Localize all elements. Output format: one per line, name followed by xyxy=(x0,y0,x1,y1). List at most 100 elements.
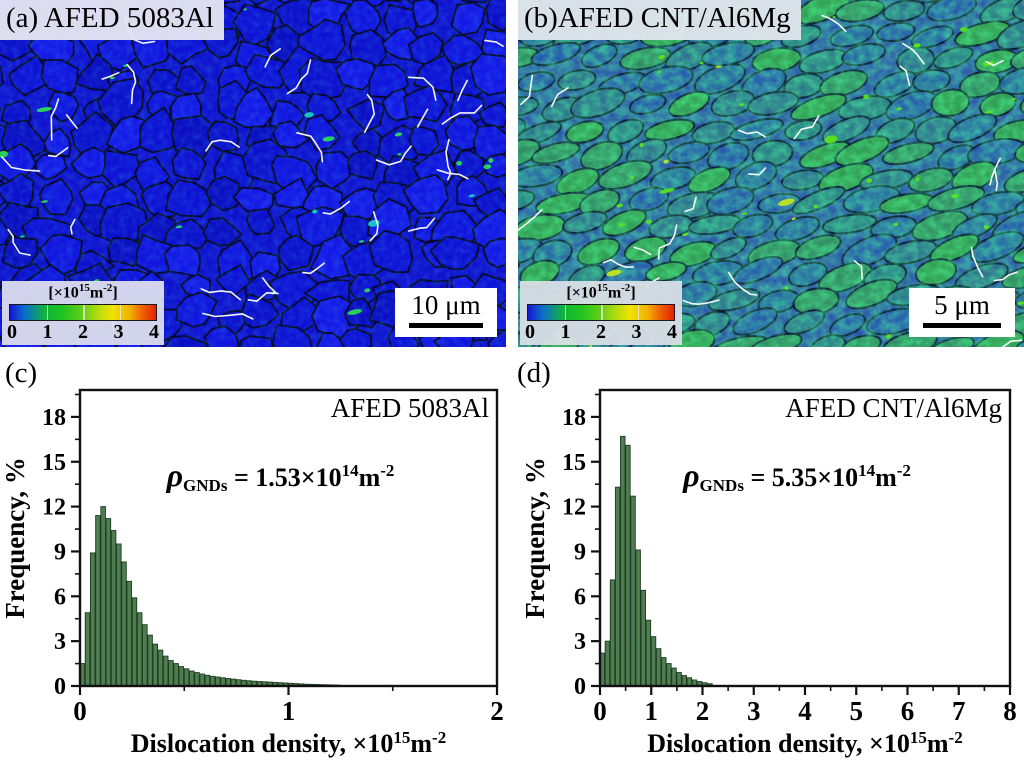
dislocation-hotspot xyxy=(322,136,335,142)
y-tick-label: 6 xyxy=(54,584,66,610)
histogram-bar xyxy=(614,486,621,687)
low-angle-boundary xyxy=(1000,339,1023,347)
dislocation-hotspot xyxy=(312,209,318,214)
histogram-bar xyxy=(655,648,662,687)
low-angle-boundary xyxy=(261,277,277,293)
histogram-bar xyxy=(168,660,174,687)
colorbar-tick: 2 xyxy=(78,321,88,343)
histogram-bar xyxy=(105,518,112,687)
scalebar-line xyxy=(923,323,1001,328)
y-tick-label: 3 xyxy=(574,629,586,655)
low-angle-boundary xyxy=(902,42,925,65)
x-tick-label: 3 xyxy=(747,696,761,726)
y-tick-label: 12 xyxy=(562,495,586,521)
dislocation-hotspot xyxy=(109,76,115,80)
dislocation-hotspot xyxy=(364,288,371,293)
low-angle-boundary xyxy=(126,63,137,105)
dislocation-hotspot xyxy=(347,309,362,315)
x-tick-label: 6 xyxy=(901,696,915,726)
dislocation-hotspot xyxy=(36,107,52,112)
histogram-bar xyxy=(640,589,646,687)
panel-a-scalebar: 10 μm xyxy=(395,287,497,337)
histogram-bar xyxy=(194,672,200,687)
low-angle-boundary xyxy=(200,288,242,301)
low-angle-boundary xyxy=(682,299,720,305)
low-angle-boundary xyxy=(441,104,483,125)
dislocation-hotspot xyxy=(699,61,704,65)
histogram-bar xyxy=(645,619,652,687)
histogram-bar xyxy=(178,666,185,687)
colorbar-tick: 2 xyxy=(596,321,606,343)
dislocation-hotspot xyxy=(791,217,796,221)
colorbar-tick: 3 xyxy=(113,321,124,343)
histogram-bar xyxy=(126,580,132,687)
scalebar-line xyxy=(409,323,483,328)
histogram-bar xyxy=(100,506,106,687)
histogram-bar xyxy=(215,676,221,687)
colorbar-tick: 3 xyxy=(631,321,642,343)
dislocation-hotspot xyxy=(657,70,662,73)
histogram-bar xyxy=(666,663,672,687)
histogram-bar xyxy=(147,634,153,687)
dislocation-hotspot xyxy=(616,203,624,208)
low-angle-boundary xyxy=(993,271,1018,282)
y-axis-label: Frequency, % xyxy=(0,457,30,619)
low-angle-boundary xyxy=(416,108,429,128)
colorbar-tick: 0 xyxy=(7,321,17,343)
scalebar-label: 5 μm xyxy=(934,289,990,320)
histogram-bar xyxy=(209,675,216,687)
low-angle-boundary xyxy=(369,211,379,242)
low-angle-boundary xyxy=(899,65,911,87)
histogram-bar xyxy=(661,657,667,687)
histogram-bar xyxy=(95,515,101,687)
colorbar-title-suffix: ] xyxy=(630,284,636,302)
histogram-bar xyxy=(604,640,611,687)
colorbar-tick: 1 xyxy=(42,321,53,343)
low-angle-boundary xyxy=(7,228,31,256)
panel-a-label: (a) AFED 5083Al xyxy=(0,0,224,40)
colorbar-tick: 1 xyxy=(560,321,571,343)
x-tick-label: 0 xyxy=(73,696,87,726)
dislocation-hotspot xyxy=(488,158,494,163)
y-tick-label: 0 xyxy=(574,674,586,700)
colorbar-title-unit: m xyxy=(89,284,104,302)
dislocation-hotspot xyxy=(659,188,675,194)
y-axis-label: Frequency, % xyxy=(520,457,550,619)
dislocation-hotspot xyxy=(618,223,626,227)
histogram-bar xyxy=(142,624,148,687)
histogram-bar xyxy=(173,663,179,687)
dislocation-hotspot xyxy=(985,110,993,114)
y-tick-label: 3 xyxy=(54,629,66,655)
y-tick-label: 15 xyxy=(42,450,66,476)
dislocation-hotspot xyxy=(866,178,873,184)
histogram-bar xyxy=(609,579,616,687)
panel-a-colorbar: [×1015m-2] 0 1 2 3 4 xyxy=(2,281,164,345)
y-tick-label: 0 xyxy=(54,674,66,700)
dislocation-hotspot xyxy=(983,224,989,230)
dislocation-hotspot xyxy=(93,279,100,282)
low-angle-boundary xyxy=(65,114,78,129)
dislocation-hotspot xyxy=(358,240,365,243)
dislocation-hotspot xyxy=(19,235,25,238)
x-tick-label: 1 xyxy=(645,696,659,726)
dislocation-hotspot xyxy=(456,160,462,166)
panel-b-label: (b)AFED CNT/Al6Mg xyxy=(518,0,801,40)
histogram-bar xyxy=(625,444,631,687)
histogram-bar xyxy=(676,672,682,687)
colorbar-tick: 0 xyxy=(525,321,535,343)
dislocation-hotspot xyxy=(658,54,665,60)
colorbar-title-unit: m xyxy=(607,284,622,302)
low-angle-boundary xyxy=(302,262,325,275)
dislocation-hotspot xyxy=(913,43,921,48)
low-angle-boundary xyxy=(989,157,1002,186)
low-angle-boundary xyxy=(296,132,324,163)
low-angle-boundary xyxy=(633,246,652,256)
dislocation-hotspot xyxy=(813,204,818,209)
scalebar-label: 10 μm xyxy=(411,289,481,320)
low-angle-boundary xyxy=(445,138,452,181)
low-angle-boundary xyxy=(793,115,820,140)
low-angle-boundary xyxy=(821,14,847,33)
low-angle-boundary xyxy=(602,259,634,268)
